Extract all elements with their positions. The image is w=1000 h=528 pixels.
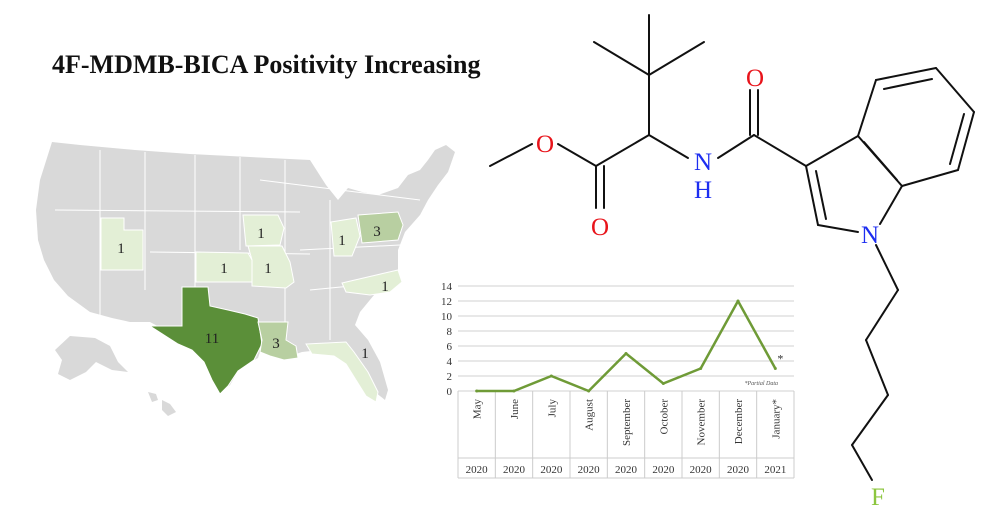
x-tick-label: January* [770, 399, 782, 439]
y-tick-label: 14 [441, 281, 453, 293]
series-point [699, 367, 703, 370]
count-label-pa: 3 [373, 224, 381, 240]
x-tick-label: September [621, 399, 633, 446]
x-year-label: 2020 [727, 464, 750, 476]
state-missouri [247, 245, 295, 289]
atom-nitrogen-indole: N [861, 222, 879, 249]
y-tick-label: 0 [447, 386, 453, 398]
last-point-marker: * [777, 352, 783, 366]
x-year-label: 2020 [690, 464, 713, 476]
state-iowa [242, 214, 285, 247]
x-tick-label: October [658, 399, 670, 435]
atom-oxygen-ester-carbonyl: O [591, 214, 609, 241]
state-north-carolina [341, 269, 403, 296]
state-louisiana [257, 321, 299, 361]
x-year-label: 2020 [540, 464, 563, 476]
state-pennsylvania [357, 211, 404, 244]
atom-oxygen-carbonyl: O [746, 65, 764, 92]
page-title: 4F-MDMB-BICA Positivity Increasing [52, 50, 481, 79]
state-texas [148, 286, 263, 395]
molecule-bonds [489, 14, 975, 481]
x-year-label: 2020 [503, 464, 526, 476]
count-label-oh: 1 [338, 233, 346, 249]
x-tick-label: November [696, 399, 708, 446]
x-tick-label: May [472, 399, 484, 420]
count-label-nc: 1 [381, 279, 389, 295]
y-tick-label: 10 [441, 311, 453, 323]
state-florida [305, 341, 379, 403]
x-tick-label: July [546, 399, 558, 418]
x-tick-label: December [733, 399, 745, 445]
map-alaska [55, 336, 128, 380]
count-label-tx: 11 [205, 331, 219, 347]
count-label-la: 3 [272, 336, 280, 352]
chart-category-table: May 2020 June 2020 July 2020 August 2020 Septemb… [457, 391, 795, 479]
atom-nitrogen-amide: N [694, 149, 712, 176]
atom-hydrogen-amide: H [694, 177, 712, 204]
x-year-label: 2020 [578, 464, 601, 476]
series-point [549, 374, 553, 378]
chart-gridlines [458, 285, 794, 392]
chart-y-tick-labels: 0 2 4 6 8 10 12 14 [441, 281, 453, 398]
series-point [736, 299, 740, 303]
series-point [587, 389, 591, 393]
y-tick-label: 12 [441, 296, 452, 308]
count-label-mo: 1 [264, 261, 272, 277]
x-year-label: 2020 [652, 464, 675, 476]
chart-partial-data-note: *Partial Data [744, 381, 778, 387]
x-year-label: 2020 [466, 464, 489, 476]
y-tick-label: 8 [447, 326, 453, 338]
y-tick-label: 2 [447, 371, 453, 383]
count-label-fl: 1 [361, 346, 369, 362]
series-point [512, 389, 516, 393]
x-year-label: 2021 [764, 464, 786, 476]
x-tick-label: June [509, 399, 521, 419]
state-utah [100, 217, 144, 271]
state-ohio [330, 217, 361, 257]
atom-oxygen-ester: O [536, 131, 554, 158]
chart-series: * [475, 299, 783, 393]
series-point [475, 389, 479, 393]
y-tick-label: 4 [447, 356, 453, 368]
series-point [773, 367, 777, 370]
count-label-ia: 1 [257, 226, 265, 242]
map-hawaii [148, 392, 176, 416]
x-tick-label: August [584, 399, 596, 431]
series-point [661, 382, 665, 385]
count-label-ks: 1 [220, 261, 228, 277]
atom-fluorine: F [871, 484, 885, 511]
series-point [624, 352, 628, 355]
x-year-label: 2020 [615, 464, 638, 476]
y-tick-label: 6 [447, 341, 453, 353]
count-label-ut: 1 [117, 241, 125, 257]
